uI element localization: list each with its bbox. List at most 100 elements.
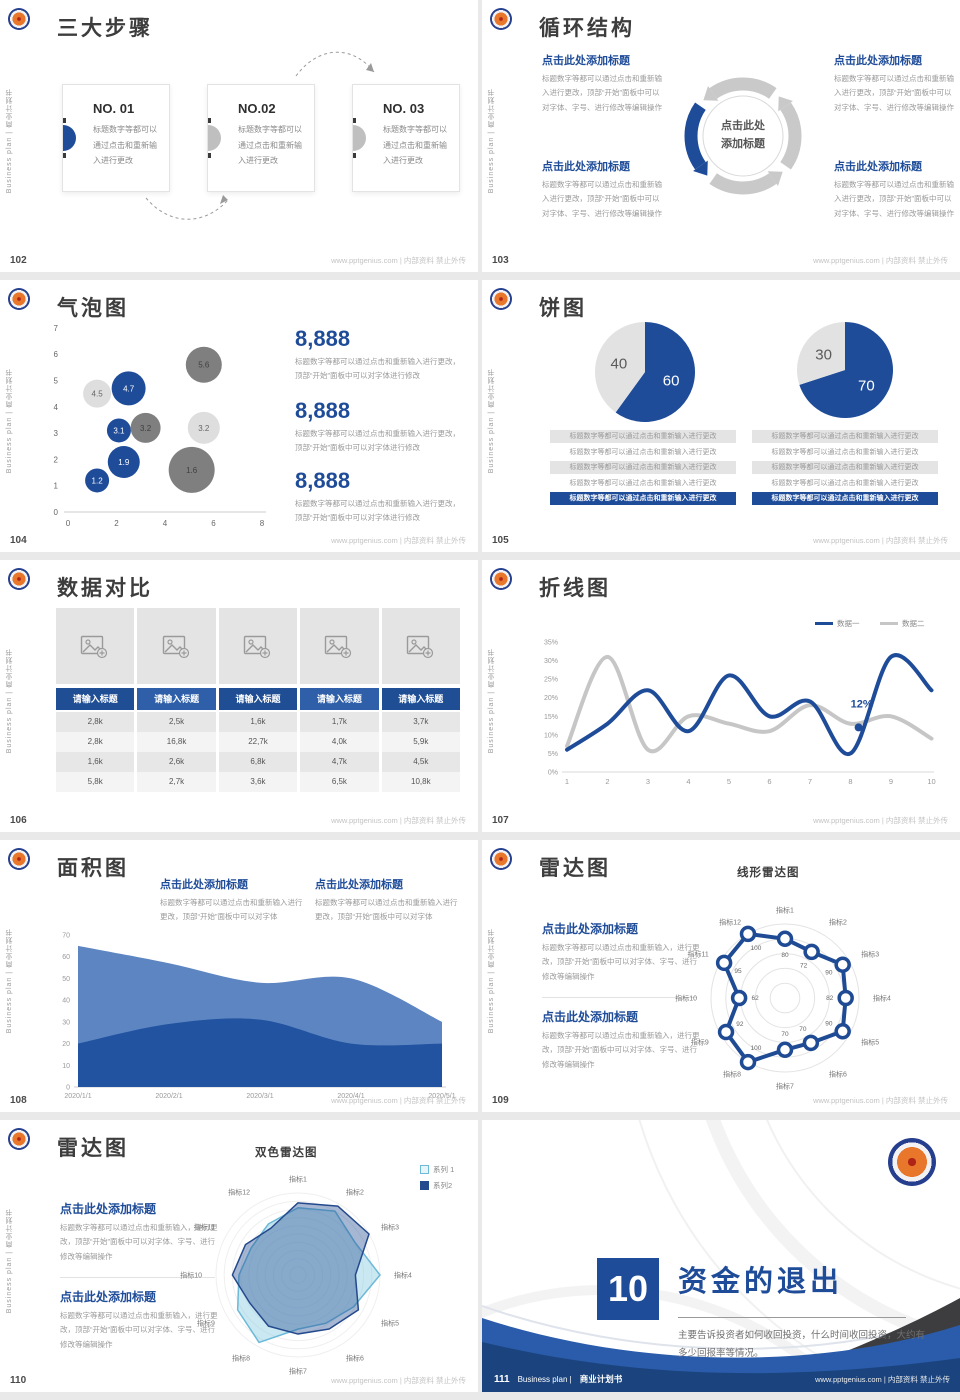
- svg-text:10%: 10%: [544, 732, 558, 739]
- svg-text:10: 10: [927, 777, 935, 786]
- svg-text:90: 90: [825, 970, 833, 977]
- svg-text:指标11: 指标11: [688, 950, 709, 959]
- svg-text:8: 8: [848, 777, 852, 786]
- image-placeholder-icon: [406, 635, 433, 659]
- radar-chart-dual: 指标1 指标2 指标3 指标4 指标5 指标6 指标7 指标8 指标9 指标10 指标11 指标12: [180, 1175, 412, 1376]
- legend-swatch: [420, 1181, 429, 1190]
- image-placeholder: [381, 608, 460, 684]
- step-number: NO.02: [238, 101, 276, 116]
- block-body: 标题数字等都可以通过点击和重新输入进行更改，顶部“开始”面板中可以对字体、字号、…: [542, 180, 662, 218]
- image-placeholder-icon: [80, 635, 108, 659]
- table-cell: 4,7k: [300, 752, 379, 772]
- slide-title: 三大步骤: [57, 17, 153, 40]
- svg-text:6: 6: [54, 350, 59, 359]
- slide-title: 折线图: [539, 577, 611, 600]
- svg-text:1: 1: [54, 482, 59, 491]
- svg-text:70: 70: [858, 378, 875, 395]
- chart-subtitle: 双色雷达图: [255, 1147, 318, 1159]
- area-text-block: 点击此处添加标题 标题数字等都可以通过点击和重新输入进行更改，顶部“开始”面板中…: [160, 876, 306, 925]
- step-halfdot-icon: [63, 125, 76, 151]
- image-placeholder-icon: [162, 635, 189, 659]
- pie-caption-row: 标题数字等都可以通过点击和重新输入进行更改: [550, 492, 736, 505]
- svg-text:3: 3: [54, 429, 59, 438]
- svg-text:指标5: 指标5: [861, 1038, 879, 1047]
- svg-text:3.2: 3.2: [198, 424, 210, 433]
- svg-text:4: 4: [163, 519, 168, 528]
- svg-text:2020/4/1: 2020/4/1: [337, 1093, 364, 1100]
- svg-text:指标2: 指标2: [829, 917, 847, 926]
- page-number: 102: [10, 255, 27, 266]
- slide-title: 面积图: [57, 857, 129, 880]
- svg-text:0: 0: [66, 519, 71, 528]
- slide-102: 三大步骤 Business plan | 商业计划书 NO. 01 标题数字等都…: [0, 0, 478, 272]
- table-cell: 2,7k: [137, 772, 216, 792]
- svg-text:15%: 15%: [544, 714, 558, 721]
- step-connector-arcs: [145, 51, 375, 220]
- table-cell: 1,6k: [56, 752, 135, 772]
- page-number: 107: [492, 815, 509, 826]
- radar-chart: 指标1 指标2 指标3 指标4 指标5 指标6 指标7 指标8 指标9 指标10 指标11 指标12 8…: [675, 906, 891, 1091]
- svg-text:2020/5/1: 2020/5/1: [428, 1093, 455, 1100]
- tick-mark: [353, 153, 356, 158]
- legend-swatch: [815, 622, 833, 625]
- pie-caption-row: 标题数字等都可以通过点击和重新输入进行更改: [752, 492, 938, 505]
- svg-text:40: 40: [62, 998, 70, 1005]
- svg-text:1.6: 1.6: [186, 466, 198, 475]
- step-card-1: NO. 01 标题数字等都可以通过点击和重新输入进行更改: [62, 84, 170, 192]
- svg-text:62: 62: [752, 995, 760, 1002]
- stat-body: 标题数字等都可以通过点击和重新输入进行更改，顶部“开始”面板中可以对字体进行修改: [295, 357, 460, 381]
- legend-series-2: 系列2: [420, 1180, 452, 1191]
- svg-text:指标9: 指标9: [691, 1038, 709, 1047]
- svg-text:指标5: 指标5: [381, 1319, 399, 1328]
- brand-logo-icon: [8, 1128, 30, 1150]
- pie-caption-row: 标题数字等都可以通过点击和重新输入进行更改: [771, 479, 919, 487]
- pie-caption-row: 标题数字等都可以通过点击和重新输入进行更改: [752, 430, 938, 443]
- cycle-text-block: 点击此处添加标题 标题数字等都可以通过点击和重新输入进行更改，顶部“开始”面板中…: [834, 158, 958, 221]
- footer-site: www.pptgenius.com | 内部资料 禁止外传: [813, 256, 948, 265]
- svg-text:指标6: 指标6: [346, 1354, 364, 1363]
- svg-text:8: 8: [260, 519, 265, 528]
- stat-value: 8,888: [295, 468, 351, 493]
- table-cell: 2,8k: [56, 732, 135, 752]
- pie-caption-row: 标题数字等都可以通过点击和重新输入进行更改: [569, 479, 717, 487]
- page-number: 111: [494, 1374, 510, 1385]
- block-body: 标题数字等都可以通过点击和重新输入进行更改，顶部“开始”面板中可以对字体、字号、…: [542, 74, 662, 112]
- slide-title: 数据对比: [57, 577, 153, 600]
- svg-text:指标6: 指标6: [829, 1070, 847, 1079]
- stat-body: 标题数字等都可以通过点击和重新输入进行更改，顶部“开始”面板中可以对字体进行修改: [295, 499, 460, 523]
- slide-title: 循环结构: [539, 17, 635, 40]
- svg-text:5%: 5%: [548, 751, 558, 758]
- svg-text:72: 72: [800, 963, 808, 970]
- block-heading: 点击此处添加标题: [834, 55, 922, 67]
- brand-logo-icon: [8, 568, 30, 590]
- table-cell: 4,0k: [300, 732, 379, 752]
- brand-logo-icon: [490, 8, 512, 30]
- table-header: 请输入标题: [137, 688, 216, 710]
- svg-text:60: 60: [62, 954, 70, 961]
- svg-text:指标12: 指标12: [228, 1187, 250, 1196]
- svg-text:2020/1/1: 2020/1/1: [64, 1093, 91, 1100]
- page-number: 110: [10, 1375, 27, 1386]
- section-body: 主要告诉投资者如何收回投资，什么时间收回投资，大约有多少回报率等情况。: [678, 1330, 926, 1359]
- svg-text:2: 2: [54, 455, 59, 464]
- page-number: 108: [10, 1095, 27, 1106]
- block-heading: 点击此处添加标题: [542, 55, 630, 67]
- svg-text:1.9: 1.9: [118, 458, 130, 467]
- svg-text:6: 6: [211, 519, 216, 528]
- block-body: 标题数字等都可以通过点击和重新输入进行更改，顶部“开始”面板中可以对字体: [315, 898, 458, 922]
- stat-block: 8,888 标题数字等都可以通过点击和重新输入进行更改，顶部“开始”面板中可以对…: [295, 468, 460, 526]
- svg-text:4: 4: [686, 777, 690, 786]
- svg-text:70: 70: [799, 1026, 807, 1033]
- radar-text-block: 点击此处添加标题 标题数字等都可以通过点击和重新输入，进行更改，顶部“开始”面板…: [60, 1200, 218, 1264]
- svg-text:25%: 25%: [544, 677, 558, 684]
- svg-text:12%: 12%: [851, 698, 873, 710]
- svg-text:指标8: 指标8: [232, 1354, 250, 1363]
- svg-text:指标1: 指标1: [776, 906, 794, 915]
- page-number: 105: [492, 535, 509, 546]
- footer-book: 商业计划书: [579, 1374, 623, 1384]
- tick-mark: [208, 153, 211, 158]
- block-heading: 点击此处添加标题: [542, 1010, 639, 1024]
- image-placeholder-icon: [325, 635, 352, 659]
- svg-text:10: 10: [62, 1063, 70, 1070]
- tick-mark: [63, 118, 66, 123]
